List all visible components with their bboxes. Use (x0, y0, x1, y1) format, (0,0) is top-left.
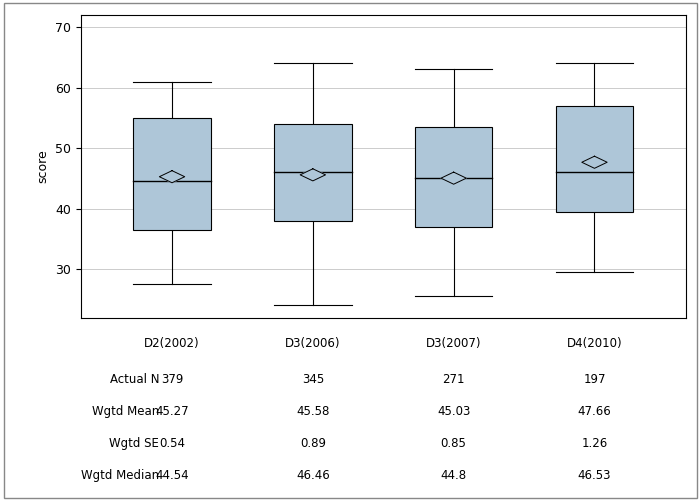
Polygon shape (441, 172, 466, 184)
Text: Wgtd Mean: Wgtd Mean (92, 405, 159, 418)
Text: D3(2007): D3(2007) (426, 338, 482, 350)
Text: Wgtd SE: Wgtd SE (109, 436, 159, 450)
Text: 45.27: 45.27 (155, 405, 189, 418)
Y-axis label: score: score (36, 150, 49, 183)
Text: Actual N: Actual N (110, 373, 159, 386)
Text: 46.46: 46.46 (296, 468, 330, 481)
Text: 1.26: 1.26 (581, 436, 608, 450)
Text: 47.66: 47.66 (578, 405, 611, 418)
Text: D3(2006): D3(2006) (285, 338, 341, 350)
Bar (133, 118, 211, 230)
Text: 345: 345 (302, 373, 324, 386)
Text: D2(2002): D2(2002) (144, 338, 199, 350)
Text: 44.54: 44.54 (155, 468, 189, 481)
Polygon shape (582, 156, 607, 168)
Text: 0.54: 0.54 (159, 436, 185, 450)
Text: Wgtd Median: Wgtd Median (81, 468, 159, 481)
Text: 197: 197 (583, 373, 606, 386)
Bar (556, 106, 634, 212)
Text: 44.8: 44.8 (440, 468, 467, 481)
Bar (415, 127, 492, 227)
Text: 0.85: 0.85 (441, 436, 467, 450)
Text: D4(2010): D4(2010) (567, 338, 622, 350)
Text: 379: 379 (161, 373, 183, 386)
Polygon shape (160, 170, 185, 183)
Bar (274, 124, 351, 220)
Text: 271: 271 (442, 373, 465, 386)
Text: 45.03: 45.03 (437, 405, 470, 418)
Text: 46.53: 46.53 (578, 468, 611, 481)
Text: 45.58: 45.58 (296, 405, 330, 418)
Polygon shape (300, 169, 326, 181)
Text: 0.89: 0.89 (300, 436, 326, 450)
